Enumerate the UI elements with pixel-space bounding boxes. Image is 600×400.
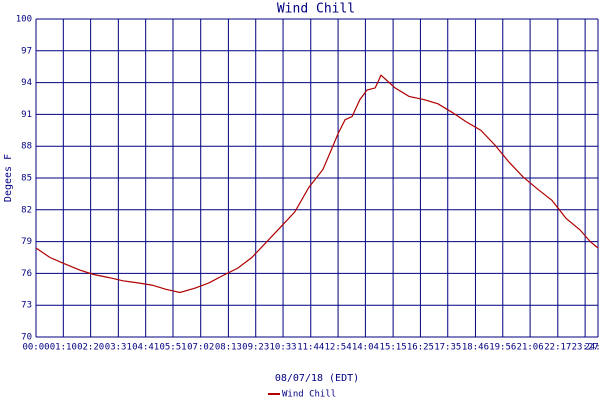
y-tick-label: 76 bbox=[21, 269, 32, 279]
x-tick-label: 08:13 bbox=[215, 343, 242, 353]
y-tick-label: 85 bbox=[21, 174, 32, 184]
x-tick-label: 09:23 bbox=[242, 343, 269, 353]
x-tick-label: 07:02 bbox=[187, 343, 214, 353]
y-tick-label: 100 bbox=[16, 15, 32, 25]
x-tick-label: 17:35 bbox=[434, 343, 461, 353]
y-tick-label: 73 bbox=[21, 301, 32, 311]
x-tick-label: 10:33 bbox=[269, 343, 296, 353]
y-axis-label: Degees F bbox=[3, 154, 14, 202]
x-tick-label: 21:06 bbox=[517, 343, 544, 353]
y-tick-label: 79 bbox=[21, 237, 32, 247]
x-tick-label: 11:44 bbox=[297, 343, 324, 353]
x-axis-label: 08/07/18 (EDT) bbox=[275, 373, 359, 384]
y-tick-label: 91 bbox=[21, 110, 32, 120]
chart-title: Wind Chill bbox=[277, 2, 355, 17]
legend-label: Wind Chill bbox=[282, 390, 336, 400]
x-tick-label: 00:00 bbox=[22, 343, 49, 353]
y-tick-label: 94 bbox=[21, 78, 32, 88]
x-tick-label: 02:20 bbox=[77, 343, 104, 353]
data-line bbox=[35, 74, 599, 294]
x-tick-label: 05:51 bbox=[159, 343, 186, 353]
x-tick-label: 01:10 bbox=[50, 343, 77, 353]
x-tick-label: 15:15 bbox=[380, 343, 407, 353]
x-tick-label: 19:56 bbox=[489, 343, 516, 353]
y-tick-label: 97 bbox=[21, 46, 32, 56]
y-tick-label: 88 bbox=[21, 142, 32, 152]
x-tick-label: 18:46 bbox=[462, 343, 489, 353]
x-tick-label: 24:00 bbox=[584, 343, 600, 353]
x-tick-label: 23:27 bbox=[572, 343, 599, 353]
y-tick-label: 70 bbox=[21, 333, 32, 343]
x-tick-label: 04:41 bbox=[132, 343, 159, 353]
x-tick-label: 03:31 bbox=[105, 343, 132, 353]
x-tick-label: 14:04 bbox=[352, 343, 379, 353]
x-tick-label: 22:17 bbox=[544, 343, 571, 353]
y-tick-label: 82 bbox=[21, 205, 32, 215]
x-tick-label: 16:25 bbox=[407, 343, 434, 353]
x-tick-label: 12:54 bbox=[325, 343, 352, 353]
